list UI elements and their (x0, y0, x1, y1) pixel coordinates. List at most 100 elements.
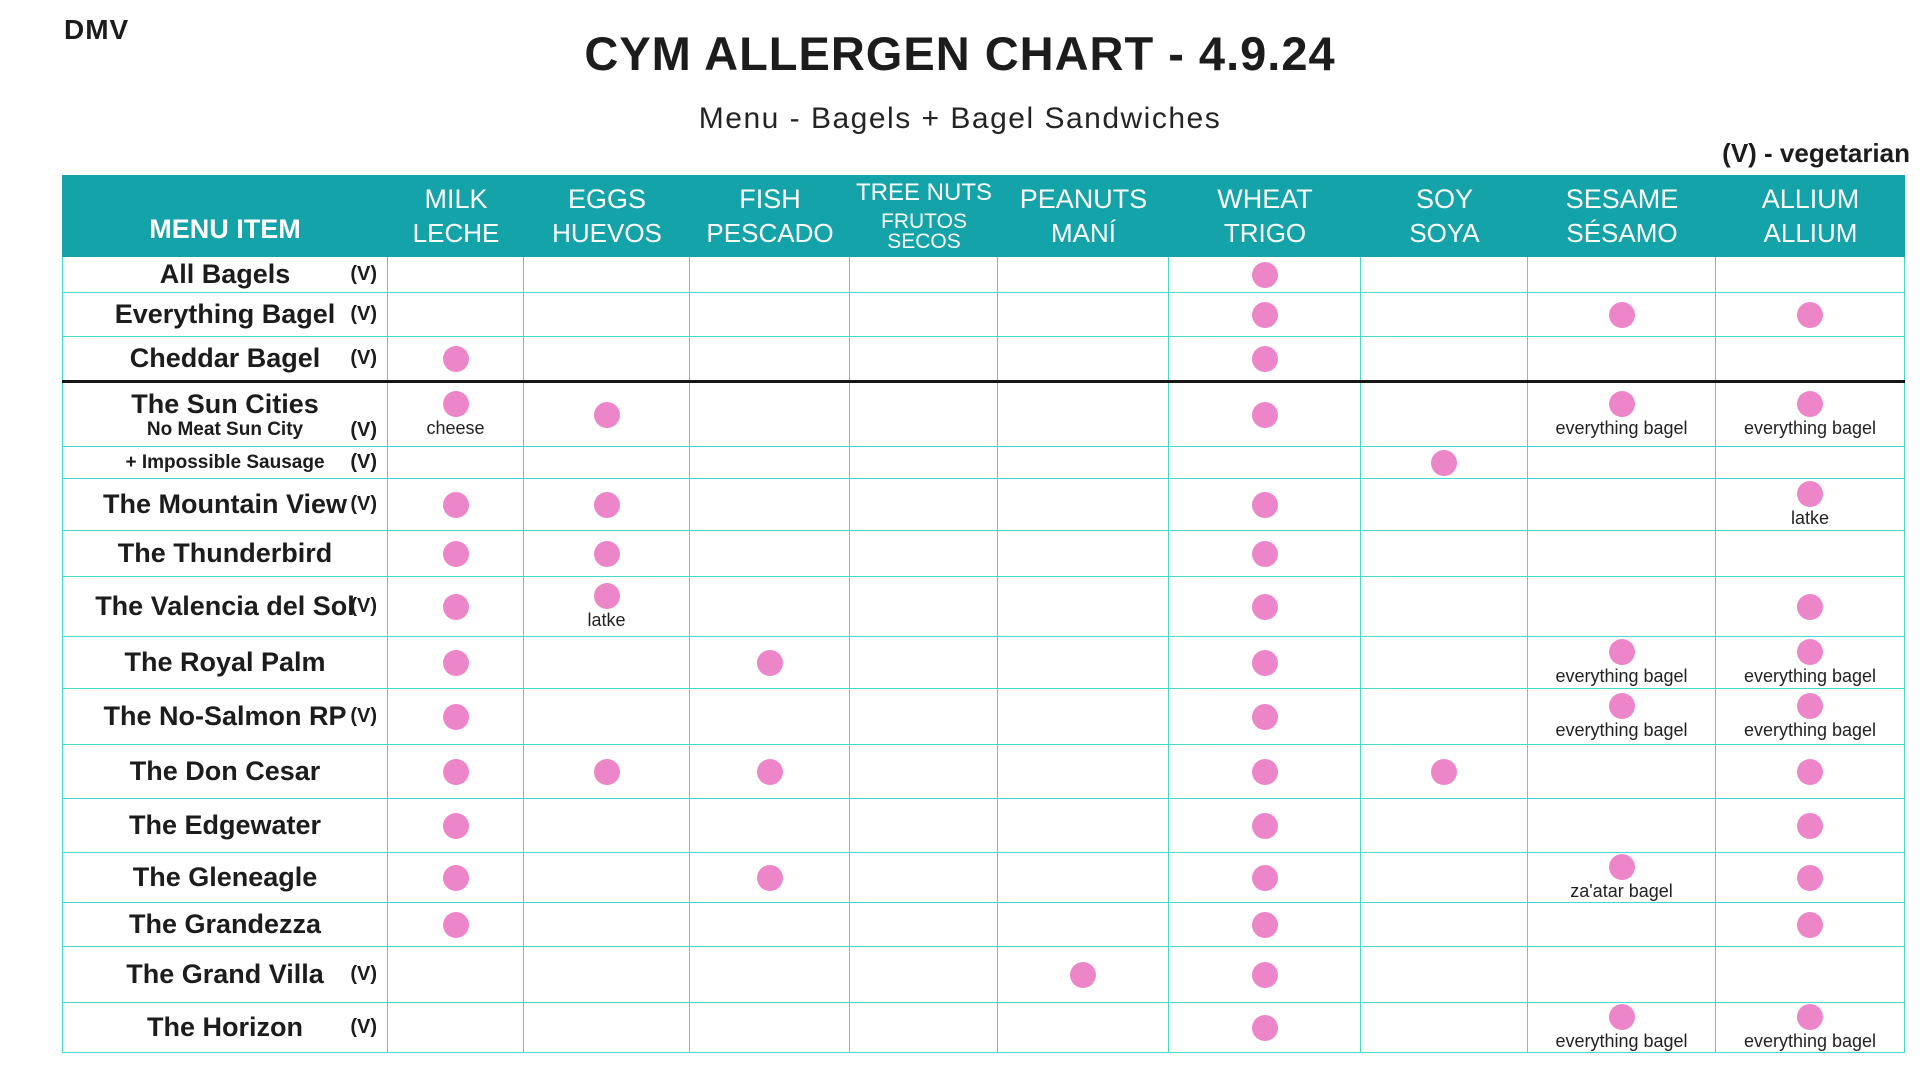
allergen-cell-sesame (1528, 903, 1716, 946)
allergen-cell-sesame: za'atar bagel (1528, 853, 1716, 902)
allergen-cell-peanuts (998, 903, 1169, 946)
allergen-cell-milk (388, 257, 524, 292)
menu-item-name-line: The Valencia del Sol (V) (63, 591, 387, 621)
allergen-cell-allium (1716, 337, 1905, 380)
table-row: The Don Cesar (62, 745, 1905, 799)
allergen-dot-eggs (593, 583, 620, 610)
menu-item-sub-line: No Meat Sun City (V) (63, 418, 387, 440)
allergen-dot-allium (1797, 1004, 1823, 1031)
menu-item-name: The Mountain View (102, 489, 347, 520)
menu-item-cell: The Valencia del Sol (V) (62, 577, 388, 636)
allergen-dot-wheat (1251, 540, 1278, 567)
allergen-cell-soy (1361, 853, 1528, 902)
allergen-cell-tree_nuts (850, 947, 998, 1002)
menu-item-name: The Royal Palm (124, 647, 326, 678)
allergen-cell-tree_nuts (850, 577, 998, 636)
column-header-es: FRUTOS SECOS (881, 209, 967, 253)
allergen-cell-peanuts (998, 1003, 1169, 1052)
allergen-dot-allium (1797, 693, 1823, 720)
column-header-en: TREE NUTS (855, 178, 992, 206)
column-header-en: SOY (1415, 184, 1474, 214)
allergen-cell-eggs (524, 479, 690, 530)
table-body: All Bagels (V) Everything Bagel (V) Cheddar … (62, 257, 1905, 1053)
allergen-cell-tree_nuts (850, 383, 998, 446)
allergen-dot-milk (442, 593, 469, 620)
menu-item-name: The Grandezza (128, 909, 322, 940)
brand-text: DMV (64, 14, 130, 45)
allergen-dot-sesame (1608, 391, 1635, 418)
table-row: The Grand Villa (V) (62, 947, 1905, 1003)
allergen-cell-sesame (1528, 947, 1716, 1002)
allergen-dot-fish (756, 758, 783, 785)
allergen-cell-tree_nuts (850, 853, 998, 902)
allergen-cell-eggs (524, 293, 690, 336)
allergen-dot-wheat (1251, 301, 1278, 328)
allergen-cell-milk (388, 853, 524, 902)
allergen-cell-tree_nuts (850, 447, 998, 478)
allergen-cell-allium (1716, 745, 1905, 798)
allergen-dot-allium (1797, 758, 1823, 785)
table-row: Cheddar Bagel (V) (62, 337, 1905, 383)
menu-item-name: The No-Salmon RP (103, 701, 347, 732)
allergen-cell-fish (690, 799, 850, 852)
allergen-cell-soy (1361, 689, 1528, 744)
allergen-dot-soy (1431, 758, 1457, 785)
menu-item-name-line: + Impossible Sausage (V) (63, 451, 387, 473)
allergen-cell-sesame (1528, 479, 1716, 530)
allergen-dot-soy (1431, 449, 1457, 476)
table-row: Everything Bagel (V) (62, 293, 1905, 337)
allergen-dot-sesame (1608, 693, 1635, 720)
allergen-cell-fish (690, 577, 850, 636)
dot-label: everything bagel (1555, 720, 1688, 741)
allergen-cell-sesame: everything bagel (1528, 1003, 1716, 1052)
allergen-cell-sesame: everything bagel (1528, 689, 1716, 744)
vegetarian-marker: (V) (350, 263, 377, 286)
allergen-cell-tree_nuts (850, 479, 998, 530)
allergen-cell-peanuts (998, 947, 1169, 1002)
allergen-cell-allium: latke (1716, 479, 1905, 530)
allergen-cell-wheat (1169, 531, 1361, 576)
column-header-es: HUEVOS (552, 218, 662, 248)
allergen-cell-peanuts (998, 637, 1169, 688)
allergen-dot-wheat (1251, 758, 1278, 785)
allergen-cell-soy (1361, 947, 1528, 1002)
menu-item-cell: The Mountain View (V) (62, 479, 388, 530)
table-row: + Impossible Sausage (V) (62, 447, 1905, 479)
dot-label: latke (587, 610, 626, 631)
menu-item-name-line: The Royal Palm (63, 647, 387, 677)
allergen-dot-allium (1797, 301, 1823, 328)
allergen-cell-milk (388, 947, 524, 1002)
table-row: The No-Salmon RP (V) everything bagel every… (62, 689, 1905, 745)
menu-item-cell: The Grand Villa (V) (62, 947, 388, 1002)
dot-label: everything bagel (1555, 1031, 1688, 1052)
allergen-cell-fish (690, 257, 850, 292)
allergen-cell-fish (690, 383, 850, 446)
menu-item-name-line: The Thunderbird (63, 538, 387, 568)
table-row: The Grandezza (62, 903, 1905, 947)
menu-item-name-line: The No-Salmon RP (V) (63, 701, 387, 731)
allergen-cell-fish (690, 293, 850, 336)
allergen-cell-tree_nuts (850, 293, 998, 336)
allergen-cell-milk (388, 1003, 524, 1052)
allergen-cell-eggs (524, 257, 690, 292)
allergen-cell-allium: everything bagel (1716, 689, 1905, 744)
allergen-cell-soy (1361, 257, 1528, 292)
allergen-cell-soy (1361, 531, 1528, 576)
allergen-cell-peanuts (998, 531, 1169, 576)
allergen-cell-milk (388, 531, 524, 576)
allergen-dot-wheat (1251, 812, 1278, 839)
vegetarian-marker: (V) (350, 705, 377, 728)
dot-label: everything bagel (1743, 1031, 1877, 1052)
allergen-cell-milk (388, 577, 524, 636)
allergen-cell-allium: everything bagel (1716, 637, 1905, 688)
menu-item-cell: The Royal Palm (62, 637, 388, 688)
allergen-cell-sesame (1528, 447, 1716, 478)
allergen-cell-allium (1716, 903, 1905, 946)
allergen-cell-allium (1716, 293, 1905, 336)
allergen-dot-wheat (1251, 961, 1278, 988)
column-header-es: ALLIUM (1763, 218, 1858, 248)
allergen-dot-milk (442, 758, 469, 785)
column-header-sesame: SESAME SÉSAMO (1528, 175, 1716, 257)
allergen-cell-eggs (524, 637, 690, 688)
allergen-cell-soy (1361, 637, 1528, 688)
